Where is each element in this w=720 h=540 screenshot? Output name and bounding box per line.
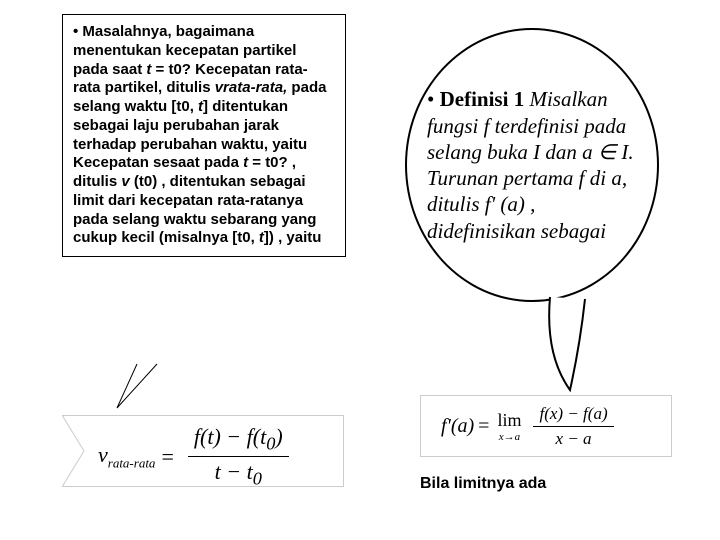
footer-text: Bila limitnya ada xyxy=(420,475,546,493)
right-speech-bubble: • Definisi 1 Misalkan fungsi f terdefini… xyxy=(405,28,659,302)
arrow-notch-icon xyxy=(62,415,92,487)
formula-left-content: vrata-rata = f(t) − f(t0) t − t0 xyxy=(98,424,289,490)
formula-left-box: vrata-rata = f(t) − f(t0) t − t0 xyxy=(62,415,344,487)
formula-limit: lim x→a xyxy=(497,410,521,443)
formula-left-frac: f(t) − f(t0) t − t0 xyxy=(188,424,289,490)
left-box-text: • Masalahnya, bagaimana menentukan kecep… xyxy=(73,23,326,246)
right-speech-tail xyxy=(540,295,620,395)
formula-eq: = xyxy=(161,444,173,470)
left-speech-tail xyxy=(62,353,182,413)
formula-right-eq: = xyxy=(478,415,489,438)
right-bubble-text: • Definisi 1 Misalkan fungsi f terdefini… xyxy=(427,86,637,244)
formula-right-box: f'(a) = lim x→a f(x) − f(a) x − a xyxy=(420,395,672,457)
left-speech-box: • Masalahnya, bagaimana menentukan kecep… xyxy=(62,14,346,257)
formula-lhs: vrata-rata xyxy=(98,442,155,471)
formula-right-frac: f(x) − f(a) x − a xyxy=(533,404,613,449)
formula-left-num: f(t) − f(t0) xyxy=(188,424,289,457)
bubble-bullet: • xyxy=(427,87,440,111)
formula-right-num: f(x) − f(a) xyxy=(533,404,613,427)
formula-right-den: x − a xyxy=(533,427,613,449)
lim-label: lim xyxy=(497,410,521,431)
formula-right-lhs: f'(a) xyxy=(441,415,474,438)
lim-sub: x→a xyxy=(499,431,520,443)
formula-left-den: t − t0 xyxy=(188,457,289,489)
definisi-label: Definisi 1 xyxy=(440,87,530,111)
